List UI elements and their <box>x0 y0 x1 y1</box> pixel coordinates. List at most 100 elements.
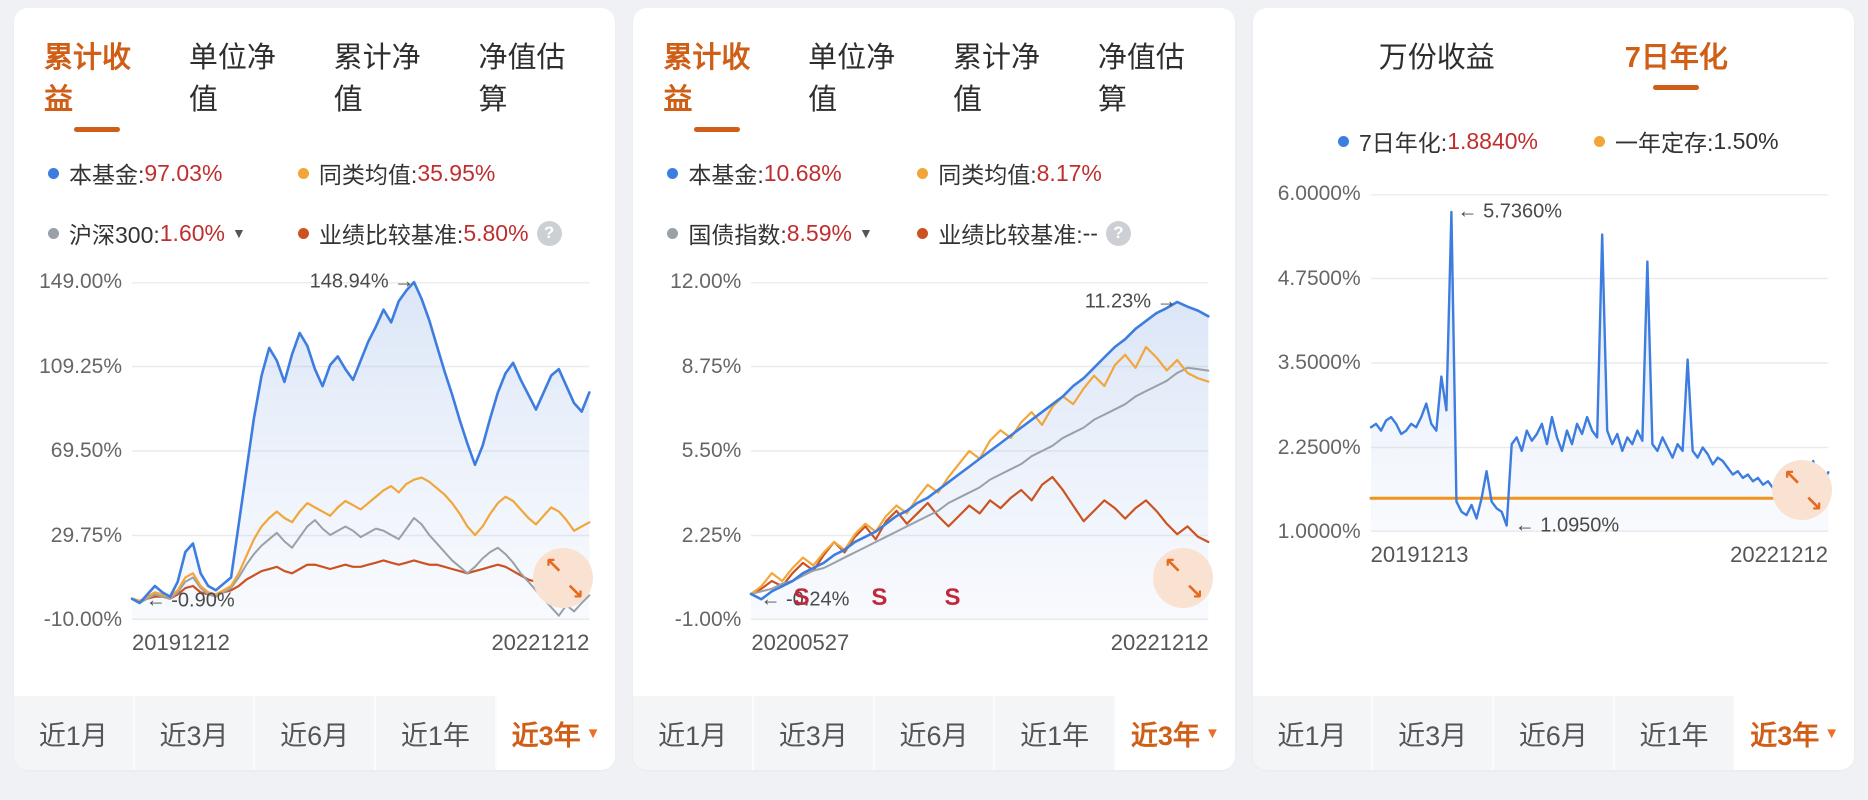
tab-active-underline <box>1653 85 1700 90</box>
tab-label: 单位净值 <box>808 42 896 116</box>
range-tab-label: 近3月 <box>1398 720 1468 751</box>
tab-1-3[interactable]: 净值估算 <box>1098 34 1205 132</box>
expand-chart-icon[interactable]: ↖ ↘ <box>1771 460 1832 520</box>
y-tick-label: 5.50% <box>681 439 742 462</box>
tab-2-1[interactable]: 7日年化 <box>1625 34 1728 90</box>
tab-0-0[interactable]: 累计收益 <box>44 34 151 132</box>
tab-0-2[interactable]: 累计净值 <box>334 34 441 132</box>
legend-item-1[interactable]: 同类均值: 35.95% <box>297 156 591 190</box>
legend-item-2[interactable]: 沪深300: 1.60% ▼ <box>48 216 298 250</box>
range-tab-label: 近1月 <box>658 720 728 751</box>
y-axis: 6.0000% 4.7500% 3.5000% 2.2500% 1.0000% <box>1253 182 1371 543</box>
tab-label: 万份收益 <box>1378 42 1495 74</box>
y-axis: 12.00% 8.75% 5.50% 2.25% -1.00% <box>633 270 751 631</box>
y-tick-label: -1.00% <box>674 608 742 631</box>
legend-value: 1.60% <box>159 219 225 246</box>
chevron-down-icon[interactable]: ▼ <box>231 225 246 241</box>
y-tick-label: 29.75% <box>50 523 122 547</box>
tab-2-0[interactable]: 万份收益 <box>1379 34 1495 90</box>
legend-dot-icon <box>917 167 929 179</box>
range-tab-0-1[interactable]: 近3月 <box>134 696 256 770</box>
range-tab-label: 近3年 <box>511 720 581 751</box>
legend-value: 8.17% <box>1036 159 1102 186</box>
range-tab-1-2[interactable]: 近6月 <box>874 696 996 770</box>
range-tab-2-0[interactable]: 近1月 <box>1252 696 1374 770</box>
range-tab-0-2[interactable]: 近6月 <box>255 696 377 770</box>
chart-plot[interactable]: ← 5.7360% ← 1.0950% ↖ ↘ <box>1371 194 1832 536</box>
metric-tabs-row: 累计收益 单位净值 累计净值 净值估算 <box>633 8 1234 136</box>
range-tab-1-4[interactable]: 近3年 ▼ <box>1116 696 1235 770</box>
legend-item-3[interactable]: 业绩比较基准: 5.80%? <box>297 216 591 250</box>
y-tick-label: 149.00% <box>39 270 122 293</box>
tab-active-underline <box>1128 127 1174 132</box>
range-tab-label: 近1年 <box>1639 720 1709 751</box>
y-tick-label: 12.00% <box>670 270 742 293</box>
chart-area: 149.00% 109.25% 69.50% 29.75% -10.00% 148.94%… <box>14 254 615 631</box>
legend-label: 一年定存: <box>1615 130 1714 156</box>
range-tab-2-3[interactable]: 近1年 <box>1614 696 1736 770</box>
range-tab-0-0[interactable]: 近1月 <box>14 696 135 770</box>
legend-value: 97.03% <box>144 159 223 186</box>
range-tab-label: 近3月 <box>778 720 848 751</box>
x-axis-labels: 20200527 20221212 <box>751 630 1208 656</box>
legend-dot-icon <box>667 227 679 239</box>
tab-label: 7日年化 <box>1624 42 1728 74</box>
legend-item-0[interactable]: 本基金: 97.03% <box>48 156 298 190</box>
chart-plot[interactable]: 148.94% → ← -0.90% ↖ ↘ <box>132 271 594 620</box>
legend-label: 业绩比较基准: <box>938 222 1083 248</box>
legend-dot-icon <box>297 227 309 239</box>
tab-active-underline <box>1414 85 1460 90</box>
range-tab-0-3[interactable]: 近1年 <box>376 696 497 770</box>
x-label-start: 20200527 <box>751 630 850 655</box>
y-tick-label: 2.25% <box>681 523 742 547</box>
chart-area: 12.00% 8.75% 5.50% 2.25% -1.00% 11.23% → ← -0.… <box>633 254 1234 631</box>
range-tab-1-3[interactable]: 近1年 <box>995 696 1117 770</box>
tab-label: 累计收益 <box>663 42 751 116</box>
legend-item-3[interactable]: 业绩比较基准: --? <box>917 216 1210 250</box>
range-tab-2-4[interactable]: 近3年 ▼ <box>1735 696 1854 770</box>
y-tick-label: 6.0000% <box>1277 182 1361 205</box>
legend-item-0[interactable]: 7日年化: 1.8840% <box>1338 124 1538 158</box>
help-icon[interactable]: ? <box>536 220 562 246</box>
tab-0-1[interactable]: 单位净值 <box>189 34 296 132</box>
expand-chart-icon[interactable]: ↖ ↘ <box>1152 548 1213 608</box>
tab-active-underline <box>983 127 1029 132</box>
expand-chart-icon[interactable]: ↖ ↘ <box>533 548 594 608</box>
metric-tabs-row: 累计收益 单位净值 累计净值 净值估算 <box>14 8 615 136</box>
chevron-down-icon: ▼ <box>1824 724 1840 742</box>
legend-dot-icon <box>667 167 679 179</box>
arrow-nw-icon: ↖ <box>1782 465 1802 490</box>
range-tab-1-0[interactable]: 近1月 <box>633 696 754 770</box>
range-tab-2-2[interactable]: 近6月 <box>1494 696 1615 770</box>
tab-1-1[interactable]: 单位净值 <box>808 34 915 132</box>
range-tab-1-1[interactable]: 近3月 <box>754 696 875 770</box>
range-tab-0-4[interactable]: 近3年 ▼ <box>496 696 616 770</box>
fund-panel-1: 累计收益 单位净值 累计净值 净值估算 本基金: 97.03% 同类均值: 35.95% 沪深3… <box>14 8 616 770</box>
legend-item-1[interactable]: 同类均值: 8.17% <box>917 156 1210 190</box>
range-tab-label: 近3年 <box>1750 720 1820 751</box>
legend: 本基金: 97.03% 同类均值: 35.95% 沪深300: 1.60% ▼ 业绩比较基准:… <box>14 136 615 254</box>
legend-item-1[interactable]: 一年定存: 1.50% <box>1594 124 1779 158</box>
legend-label: 同类均值: <box>938 162 1037 188</box>
help-icon[interactable]: ? <box>1105 220 1131 246</box>
tab-label: 单位净值 <box>188 42 276 116</box>
legend-item-0[interactable]: 本基金: 10.68% <box>667 156 917 190</box>
legend-label: 沪深300: <box>69 222 160 248</box>
legend-label: 同类均值: <box>318 162 418 188</box>
tab-label: 净值估算 <box>478 42 566 116</box>
tab-1-0[interactable]: 累计收益 <box>663 34 770 132</box>
chart-plot[interactable]: 11.23% → ← -0.24% S S S ↖ ↘ <box>751 282 1213 620</box>
legend-value: 10.68% <box>763 159 842 186</box>
range-tab-label: 近6月 <box>1518 720 1588 751</box>
legend-label: 本基金: <box>69 162 145 188</box>
x-label-start: 20191213 <box>1370 542 1469 567</box>
tab-0-3[interactable]: 净值估算 <box>478 34 585 132</box>
legend-value: 1.50% <box>1713 127 1779 154</box>
y-axis: 149.00% 109.25% 69.50% 29.75% -10.00% <box>14 270 132 631</box>
tab-1-2[interactable]: 累计净值 <box>953 34 1060 132</box>
chevron-down-icon[interactable]: ▼ <box>858 225 873 241</box>
range-tab-label: 近1年 <box>1020 720 1090 751</box>
range-tab-2-1[interactable]: 近3月 <box>1373 696 1494 770</box>
legend-item-2[interactable]: 国债指数: 8.59% ▼ <box>667 216 917 250</box>
